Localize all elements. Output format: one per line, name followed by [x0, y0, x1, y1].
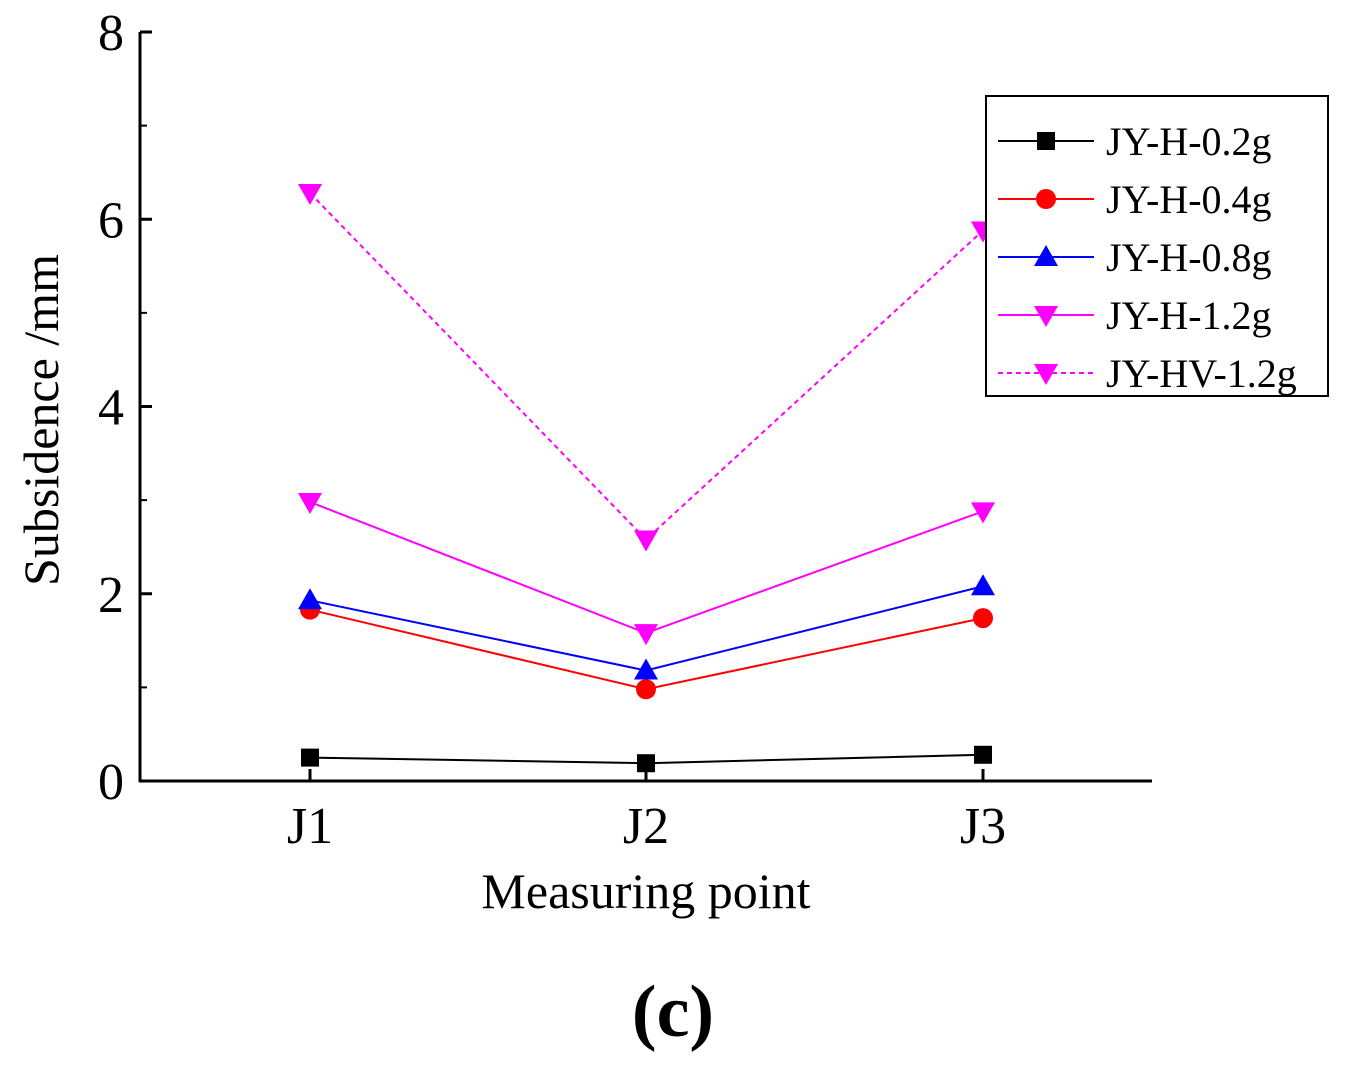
legend-marker	[1037, 132, 1055, 150]
y-tick-label: 0	[98, 754, 124, 811]
data-point	[298, 184, 322, 206]
y-tick-label: 2	[98, 567, 124, 624]
data-point	[301, 748, 319, 767]
y-tick-label: 4	[98, 380, 124, 437]
data-point	[634, 530, 658, 552]
y-axis-title: Subsidence /mm	[13, 254, 69, 586]
series-JY-H-1.2g	[298, 492, 995, 646]
x-axis-title: Measuring point	[481, 863, 810, 919]
legend-marker	[1034, 364, 1058, 385]
x-tick-label: J3	[960, 798, 1006, 855]
series-JY-HV-1.2g	[298, 184, 995, 552]
data-point	[634, 658, 658, 680]
axes: 0 2 4 6 8 J1 J2 J3 Measuring point Subsidence /mm	[13, 5, 1152, 919]
data-point	[634, 624, 658, 646]
legend: JY-H-0.2g JY-H-0.4g JY-H-0.8g JY-H-1.2g JY-H…	[985, 95, 1329, 397]
figure-caption: (c)	[631, 971, 715, 1053]
legend-marker	[1034, 306, 1058, 327]
legend-marker	[1036, 189, 1056, 209]
data-point	[636, 679, 656, 700]
series-layer	[298, 184, 995, 773]
legend-label: JY-H-1.2g	[1106, 293, 1272, 338]
data-point	[298, 492, 322, 514]
legend-label: JY-H-0.8g	[1106, 235, 1272, 280]
legend-marker	[1034, 245, 1058, 266]
x-tick-label: J2	[623, 798, 669, 855]
series-JY-H-0.8g	[298, 574, 995, 680]
legend-label: JY-H-0.2g	[1106, 119, 1272, 164]
legend-label: JY-HV-1.2g	[1106, 351, 1297, 396]
data-point	[298, 588, 322, 610]
series-JY-H-0.4g	[300, 599, 993, 700]
x-tick-label: J1	[287, 798, 333, 855]
data-point	[637, 754, 655, 773]
data-point	[974, 745, 992, 764]
y-tick-label: 8	[98, 5, 124, 62]
legend-label: JY-H-0.4g	[1106, 177, 1272, 222]
y-tick-label: 6	[98, 192, 124, 249]
data-point	[971, 574, 995, 596]
series-line	[309, 501, 984, 635]
data-point	[973, 608, 993, 629]
series-line	[309, 192, 984, 541]
series-JY-H-0.2g	[301, 745, 992, 773]
data-point	[971, 502, 995, 524]
